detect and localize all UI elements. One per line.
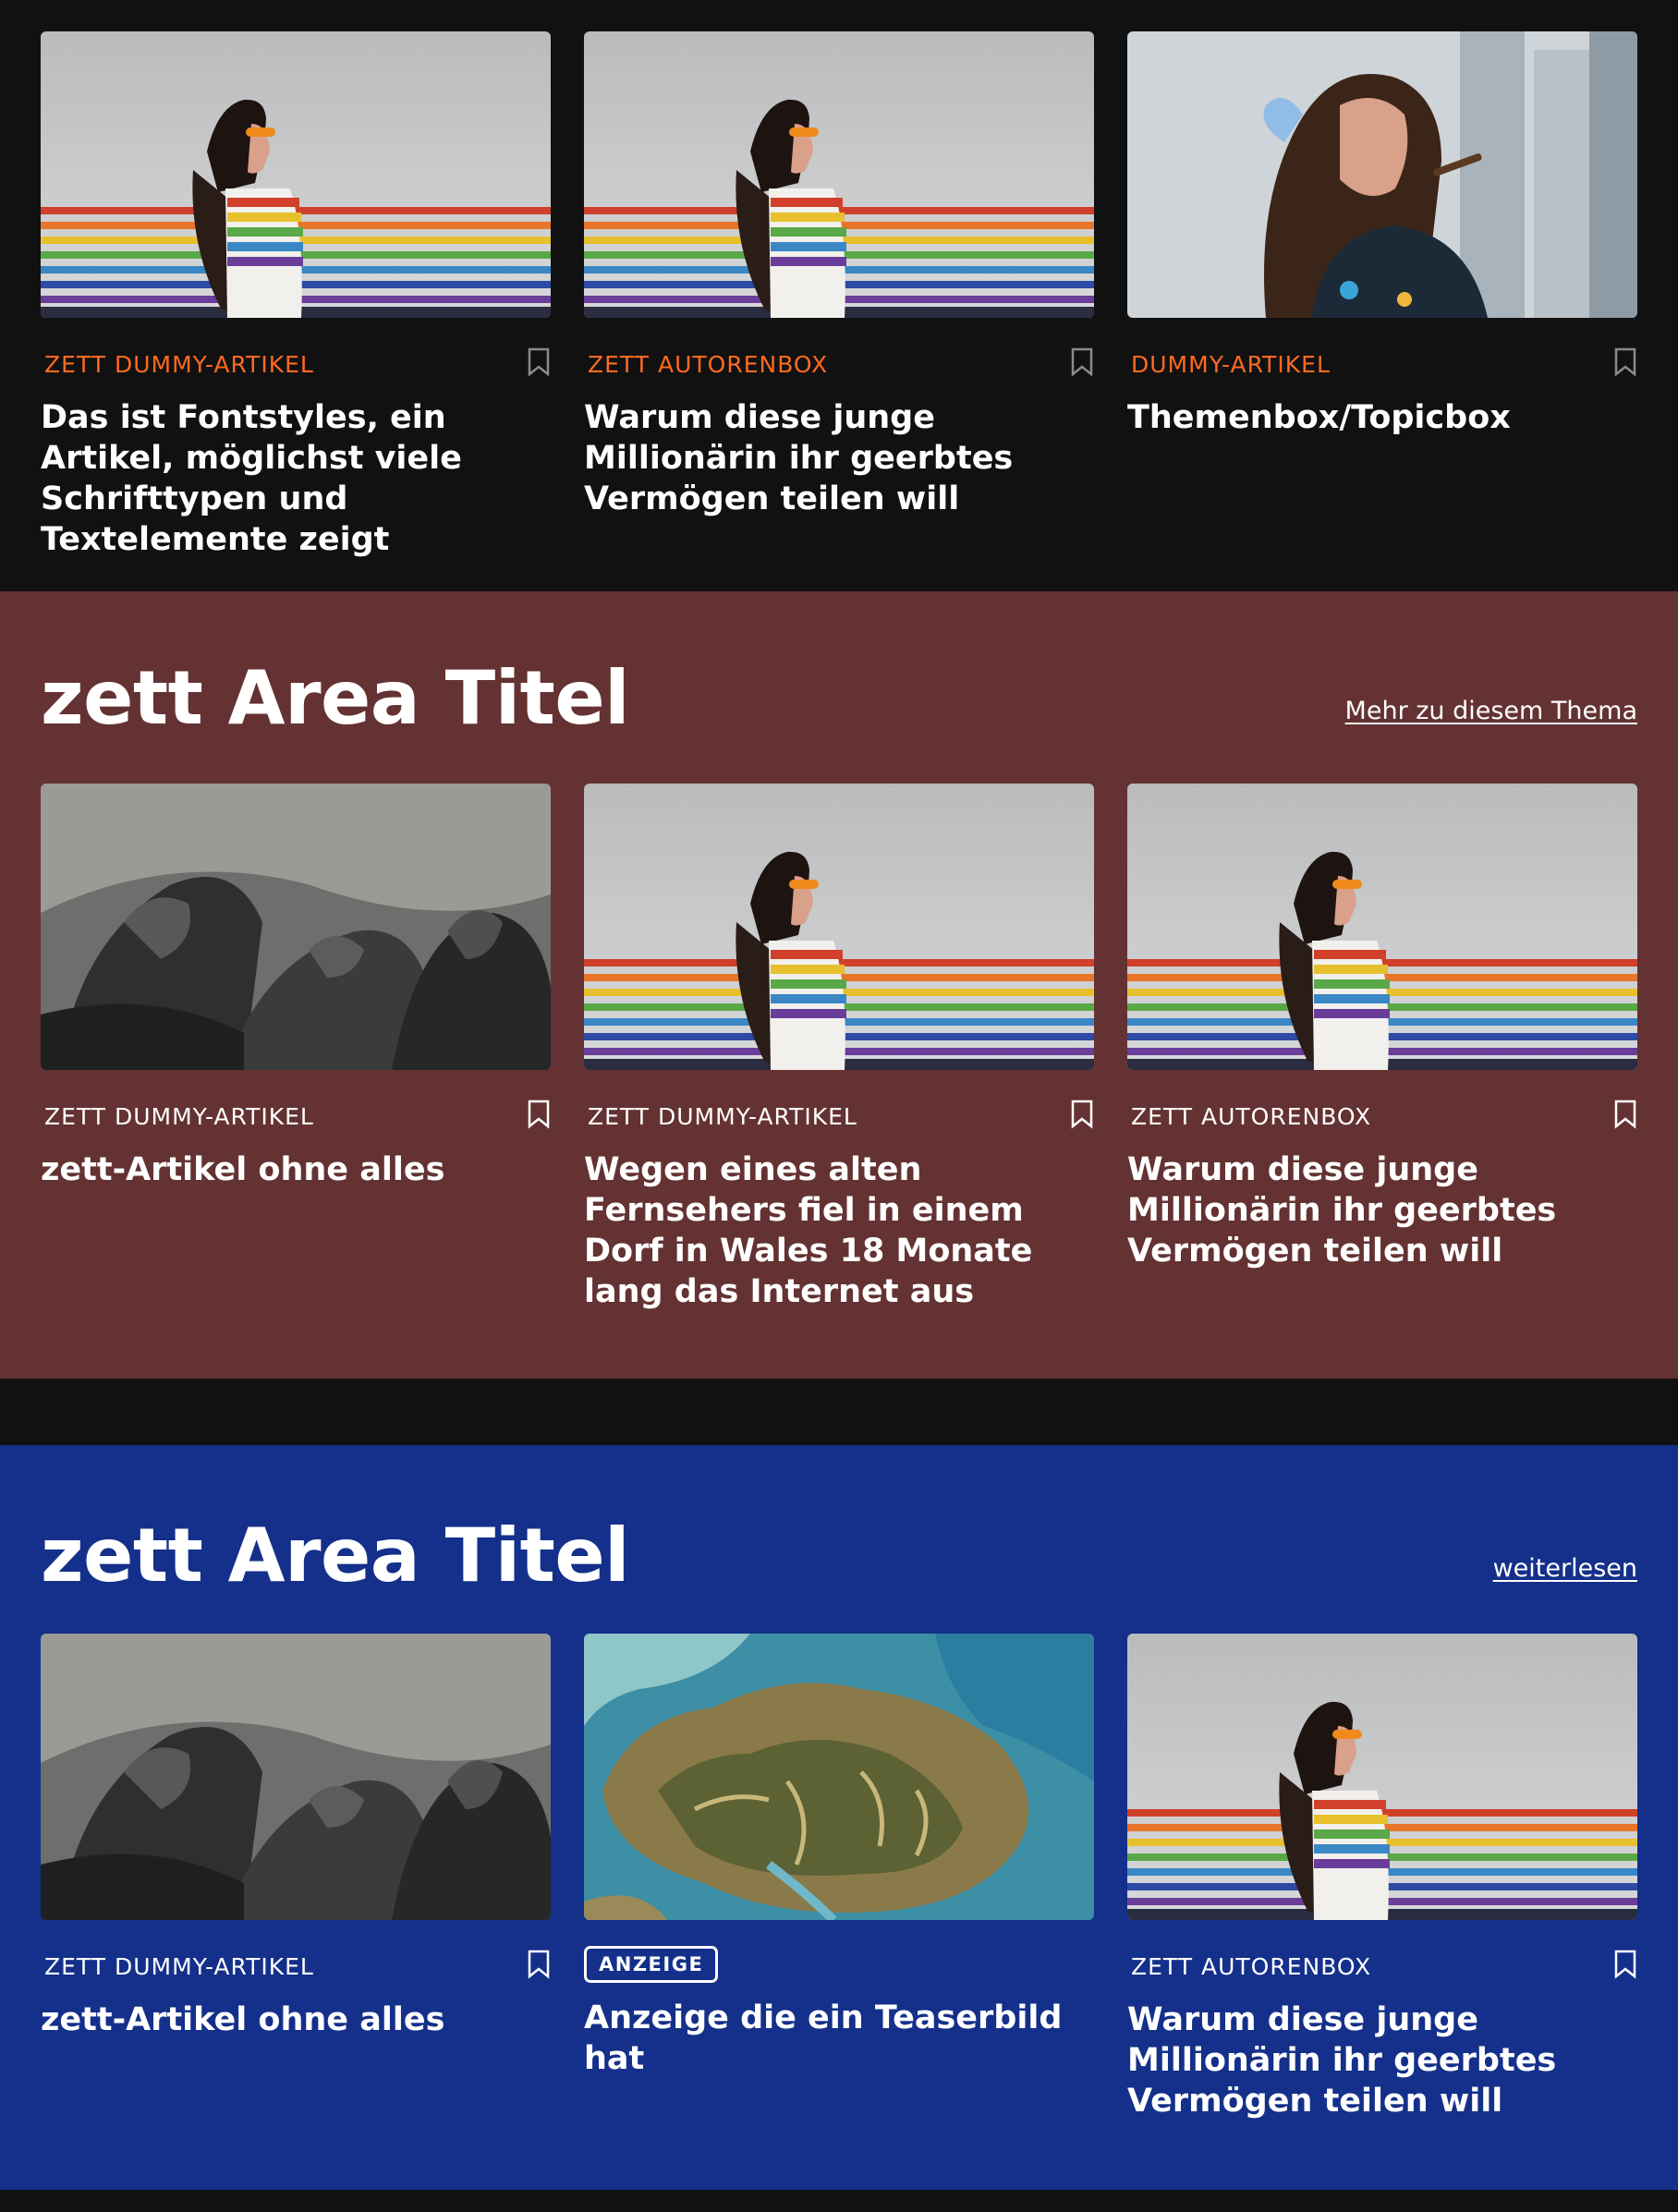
battle-scene-image [41,1634,551,1920]
teaser-headline[interactable]: zett-Artikel ohne alles [41,1151,445,1188]
rainbow-woman-image [584,31,1094,318]
battle-scene-image [41,784,551,1070]
teaser-headline[interactable]: Das ist Fontstyles, ein Artikel, möglich… [41,399,462,558]
bookmark-icon[interactable] [1613,347,1637,377]
bookmark-icon[interactable] [527,347,551,377]
bookmark-icon[interactable] [527,1950,551,1979]
teaser-image[interactable] [41,784,551,1070]
teaser-grid: ZETT DUMMY-ARTIKEL zett-Artikel ohne all… [0,1634,1678,2121]
satellite-peninsula-image [584,1634,1094,1920]
teaser-grid: ZETT DUMMY-ARTIKEL zett-Artikel ohne all… [0,784,1678,1312]
teaser-image[interactable] [584,784,1094,1070]
teaser-image[interactable] [1127,1634,1637,1920]
bookmark-icon[interactable] [527,1100,551,1129]
bookmark-icon[interactable] [1613,1950,1637,1979]
teaser-card[interactable]: ZETT DUMMY-ARTIKEL Wegen eines alten Fer… [584,784,1094,1312]
teaser-image[interactable] [1127,31,1637,318]
ad-badge: ANZEIGE [584,1946,719,1983]
teaser-image[interactable] [41,31,551,318]
teaser-headline[interactable]: zett-Artikel ohne alles [41,2001,445,2038]
teaser-card[interactable]: ZETT AUTORENBOX Warum diese junge Millio… [584,31,1094,560]
teaser-image[interactable] [584,1634,1094,1920]
teaser-image[interactable] [584,31,1094,318]
teaser-kicker[interactable]: DUMMY-ARTIKEL [1131,351,1331,378]
area-header: zett Area Titel weiterlesen [0,1445,1678,1634]
teaser-card[interactable]: ZETT AUTORENBOX Warum diese junge Millio… [1127,784,1637,1312]
teaser-section-top: ZETT DUMMY-ARTIKEL Das ist Fontstyles, e… [0,0,1678,591]
teaser-headline[interactable]: Themenbox/Topicbox [1127,399,1511,436]
teaser-kicker[interactable]: ZETT DUMMY-ARTIKEL [588,1103,857,1130]
teaser-kicker[interactable]: ZETT AUTORENBOX [1131,1103,1372,1130]
rainbow-woman-image [1127,784,1637,1070]
area-title: zett Area Titel [41,655,630,741]
teaser-headline[interactable]: Warum diese junge Millionärin ihr geerbt… [1127,2001,1557,2120]
teaser-card[interactable]: ZETT DUMMY-ARTIKEL zett-Artikel ohne all… [41,784,551,1312]
area-more-link[interactable]: Mehr zu diesem Thema [1344,697,1637,725]
bookmark-icon[interactable] [1613,1100,1637,1129]
teaser-kicker[interactable]: ZETT AUTORENBOX [588,351,829,378]
teaser-card[interactable]: ZETT AUTORENBOX Warum diese junge Millio… [1127,1634,1637,2121]
teaser-kicker[interactable]: ZETT DUMMY-ARTIKEL [44,351,314,378]
teaser-card[interactable]: ZETT DUMMY-ARTIKEL zett-Artikel ohne all… [41,1634,551,2121]
ad-teaser-card[interactable]: ANZEIGE Anzeige die ein Teaserbild hat [584,1634,1094,2121]
area-title: zett Area Titel [41,1513,630,1598]
smoking-woman-image [1127,31,1637,318]
bookmark-icon[interactable] [1070,347,1094,377]
teaser-headline[interactable]: Anzeige die ein Teaserbild hat [584,1999,1063,2077]
teaser-image[interactable] [1127,784,1637,1070]
teaser-image[interactable] [41,1634,551,1920]
bookmark-icon[interactable] [1070,1100,1094,1129]
teaser-kicker[interactable]: ZETT DUMMY-ARTIKEL [44,1953,314,1980]
teaser-kicker[interactable]: ZETT AUTORENBOX [1131,1953,1372,1980]
teaser-headline[interactable]: Warum diese junge Millionärin ihr geerbt… [584,399,1014,517]
area-header: zett Area Titel Mehr zu diesem Thema [0,591,1678,784]
teaser-grid: ZETT DUMMY-ARTIKEL Das ist Fontstyles, e… [0,31,1678,560]
rainbow-woman-image [1127,1634,1637,1920]
teaser-card[interactable]: ZETT DUMMY-ARTIKEL Das ist Fontstyles, e… [41,31,551,560]
area-section-blue: zett Area Titel weiterlesen ZETT DUMMY-A… [0,1445,1678,2190]
rainbow-woman-image [41,31,551,318]
teaser-kicker[interactable]: ZETT DUMMY-ARTIKEL [44,1103,314,1130]
teaser-headline[interactable]: Wegen eines alten Fernsehers fiel in ein… [584,1151,1033,1310]
section-divider [0,1379,1678,1445]
page-footer-edge [0,2190,1678,2212]
area-section-brown: zett Area Titel Mehr zu diesem Thema ZET… [0,591,1678,1379]
teaser-card[interactable]: DUMMY-ARTIKEL Themenbox/Topicbox [1127,31,1637,560]
area-more-link[interactable]: weiterlesen [1492,1554,1637,1583]
rainbow-woman-image [584,784,1094,1070]
teaser-headline[interactable]: Warum diese junge Millionärin ihr geerbt… [1127,1151,1557,1270]
